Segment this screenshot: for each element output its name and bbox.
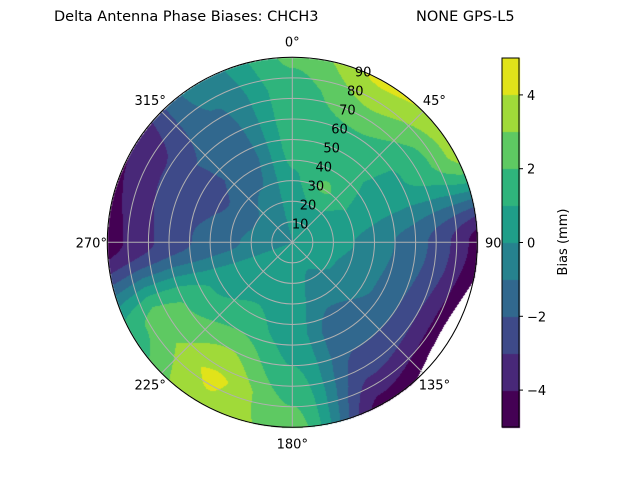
theta-tick-label: 135° <box>419 378 450 393</box>
r-tick-label: 90 <box>355 65 372 80</box>
theta-tick-label: 225° <box>135 378 166 393</box>
colorbar-tick-label: −2 <box>527 310 546 325</box>
grid-spoke <box>291 111 424 243</box>
theta-tick-label: 45° <box>423 94 446 109</box>
r-tick-label: 10 <box>292 217 309 232</box>
chart-title: Delta Antenna Phase Biases: CHCH3 <box>54 9 319 25</box>
r-tick-label: 30 <box>308 179 325 194</box>
r-tick-label: 20 <box>300 198 317 213</box>
grid-spoke <box>291 241 424 374</box>
r-tick-label: 40 <box>315 160 332 175</box>
grid-spoke <box>161 111 293 243</box>
colorbar-frame <box>501 57 520 428</box>
theta-tick-label: 0° <box>285 35 300 50</box>
colorbar-tick-label: 2 <box>527 163 535 178</box>
chart-title-right: NONE GPS-L5 <box>416 9 515 25</box>
r-tick-label: 80 <box>347 84 364 99</box>
theta-tick-label: 315° <box>135 94 166 109</box>
theta-tick-label: 270° <box>76 236 107 251</box>
polar-frame <box>106 56 478 428</box>
theta-tick-label: 180° <box>277 437 308 452</box>
r-tick-label: 50 <box>323 141 340 156</box>
grid-spoke <box>161 241 293 374</box>
theta-tick-label: 90 <box>485 236 502 251</box>
r-tick-label: 60 <box>331 122 348 137</box>
colorbar-tick-label: 4 <box>527 89 535 104</box>
colorbar-tick-label: −4 <box>527 384 546 399</box>
colorbar-tick-label: 0 <box>527 237 535 252</box>
colorbar-label: Bias (mm) <box>556 209 571 276</box>
r-tick-label: 70 <box>339 103 356 118</box>
